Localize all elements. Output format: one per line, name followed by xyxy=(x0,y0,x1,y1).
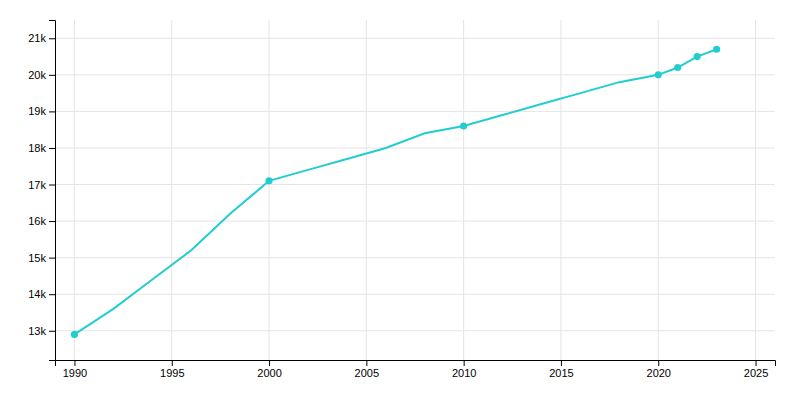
data-point xyxy=(655,71,662,78)
y-axis-tick: 19k xyxy=(28,105,55,117)
chart-svg: 1990 1995 2000 2005 2010 2015 2020 2025 13k 14k 15… xyxy=(0,0,800,400)
y-axis-tick: 20k xyxy=(28,69,55,81)
x-axis-line xyxy=(56,361,776,367)
y-axis-tick: 17k xyxy=(28,179,55,191)
y-grid-line xyxy=(55,294,775,295)
x-axis-tick-mark xyxy=(366,360,367,366)
x-axis-tick: 2005 xyxy=(355,360,379,379)
y-axis-tick: 13k xyxy=(28,325,55,337)
x-grid-line xyxy=(171,20,172,360)
x-axis-tick: 2025 xyxy=(744,360,768,379)
x-axis-tick: 2010 xyxy=(452,360,476,379)
y-axis-tick-mark xyxy=(49,294,55,295)
x-grid-line xyxy=(74,20,75,360)
y-axis-tick-mark xyxy=(49,111,55,112)
x-grid-line xyxy=(658,20,659,360)
y-grid-line xyxy=(55,74,775,75)
y-axis-tick-mark xyxy=(49,258,55,259)
y-axis-tick-label: 21k xyxy=(28,32,46,44)
x-grid-line xyxy=(269,20,270,360)
x-axis-tick-label: 2015 xyxy=(549,367,573,379)
x-axis-tick-label: 2005 xyxy=(355,367,379,379)
y-axis-tick-mark xyxy=(49,38,55,39)
x-axis-tick-mark xyxy=(74,360,75,366)
x-axis-tick-mark xyxy=(561,360,562,366)
x-axis-tick-label: 2000 xyxy=(257,367,281,379)
y-axis-tick-mark xyxy=(49,75,55,76)
y-grid-line xyxy=(55,147,775,148)
x-axis-tick-label: 2025 xyxy=(744,367,768,379)
data-point xyxy=(674,64,681,71)
x-axis-tick: 1995 xyxy=(160,360,184,379)
x-axis-tick-mark xyxy=(464,360,465,366)
x-axis-tick-label: 2020 xyxy=(647,367,671,379)
grid xyxy=(55,20,775,360)
x-grid-line xyxy=(463,20,464,360)
x-axis-tick: 2015 xyxy=(549,360,573,379)
x-grid-line xyxy=(366,20,367,360)
x-grid-line xyxy=(755,20,756,360)
y-axis-tick-label: 13k xyxy=(28,325,46,337)
y-axis-tick-label: 14k xyxy=(28,288,46,300)
y-axis-tick-label: 17k xyxy=(28,179,46,191)
y-axis-tick: 14k xyxy=(28,288,55,300)
x-axis-tick-mark xyxy=(172,360,173,366)
x-axis-tick-mark xyxy=(658,360,659,366)
data-point xyxy=(694,53,701,60)
x-axis-tick-mark xyxy=(756,360,757,366)
y-axis-tick-mark xyxy=(49,148,55,149)
y-grid-line xyxy=(55,221,775,222)
y-axis-tick-label: 18k xyxy=(28,142,46,154)
x-axis-tick: 1990 xyxy=(63,360,87,379)
data-point xyxy=(460,122,467,129)
y-grid-line xyxy=(55,257,775,258)
y-axis-tick: 18k xyxy=(28,142,55,154)
x-grid-line xyxy=(560,20,561,360)
chart-container: 1990 1995 2000 2005 2010 2015 2020 2025 13k 14k 15… xyxy=(0,0,800,400)
x-axis-tick-label: 2010 xyxy=(452,367,476,379)
series-line xyxy=(74,49,716,334)
x-axis-tick: 2020 xyxy=(647,360,671,379)
y-grid-line xyxy=(55,38,775,39)
data-point xyxy=(71,331,78,338)
y-axis-tick-label: 15k xyxy=(28,252,46,264)
x-axis-tick-label: 1990 xyxy=(63,367,87,379)
data-point xyxy=(713,46,720,53)
x-axis-tick-mark xyxy=(269,360,270,366)
data-point xyxy=(265,177,272,184)
y-axis-tick-mark xyxy=(49,185,55,186)
y-axis-line xyxy=(49,21,56,361)
y-axis-tick: 15k xyxy=(28,252,55,264)
plot-area xyxy=(71,46,720,338)
y-grid-line xyxy=(55,330,775,331)
y-axis-tick-mark xyxy=(49,331,55,332)
y-grid-line xyxy=(55,111,775,112)
y-axis-tick: 21k xyxy=(28,32,55,44)
y-axis: 13k 14k 15k 16k 17k 18k 19k 20k 21k xyxy=(28,21,55,361)
y-axis-tick-label: 16k xyxy=(28,215,46,227)
x-axis-tick-label: 1995 xyxy=(160,367,184,379)
y-grid-line xyxy=(55,184,775,185)
x-axis-tick: 2000 xyxy=(257,360,281,379)
y-axis-tick-label: 20k xyxy=(28,69,46,81)
x-axis: 1990 1995 2000 2005 2010 2015 2020 2025 xyxy=(56,360,776,379)
y-axis-tick: 16k xyxy=(28,215,55,227)
y-axis-tick-mark xyxy=(49,221,55,222)
y-axis-tick-label: 19k xyxy=(28,105,46,117)
